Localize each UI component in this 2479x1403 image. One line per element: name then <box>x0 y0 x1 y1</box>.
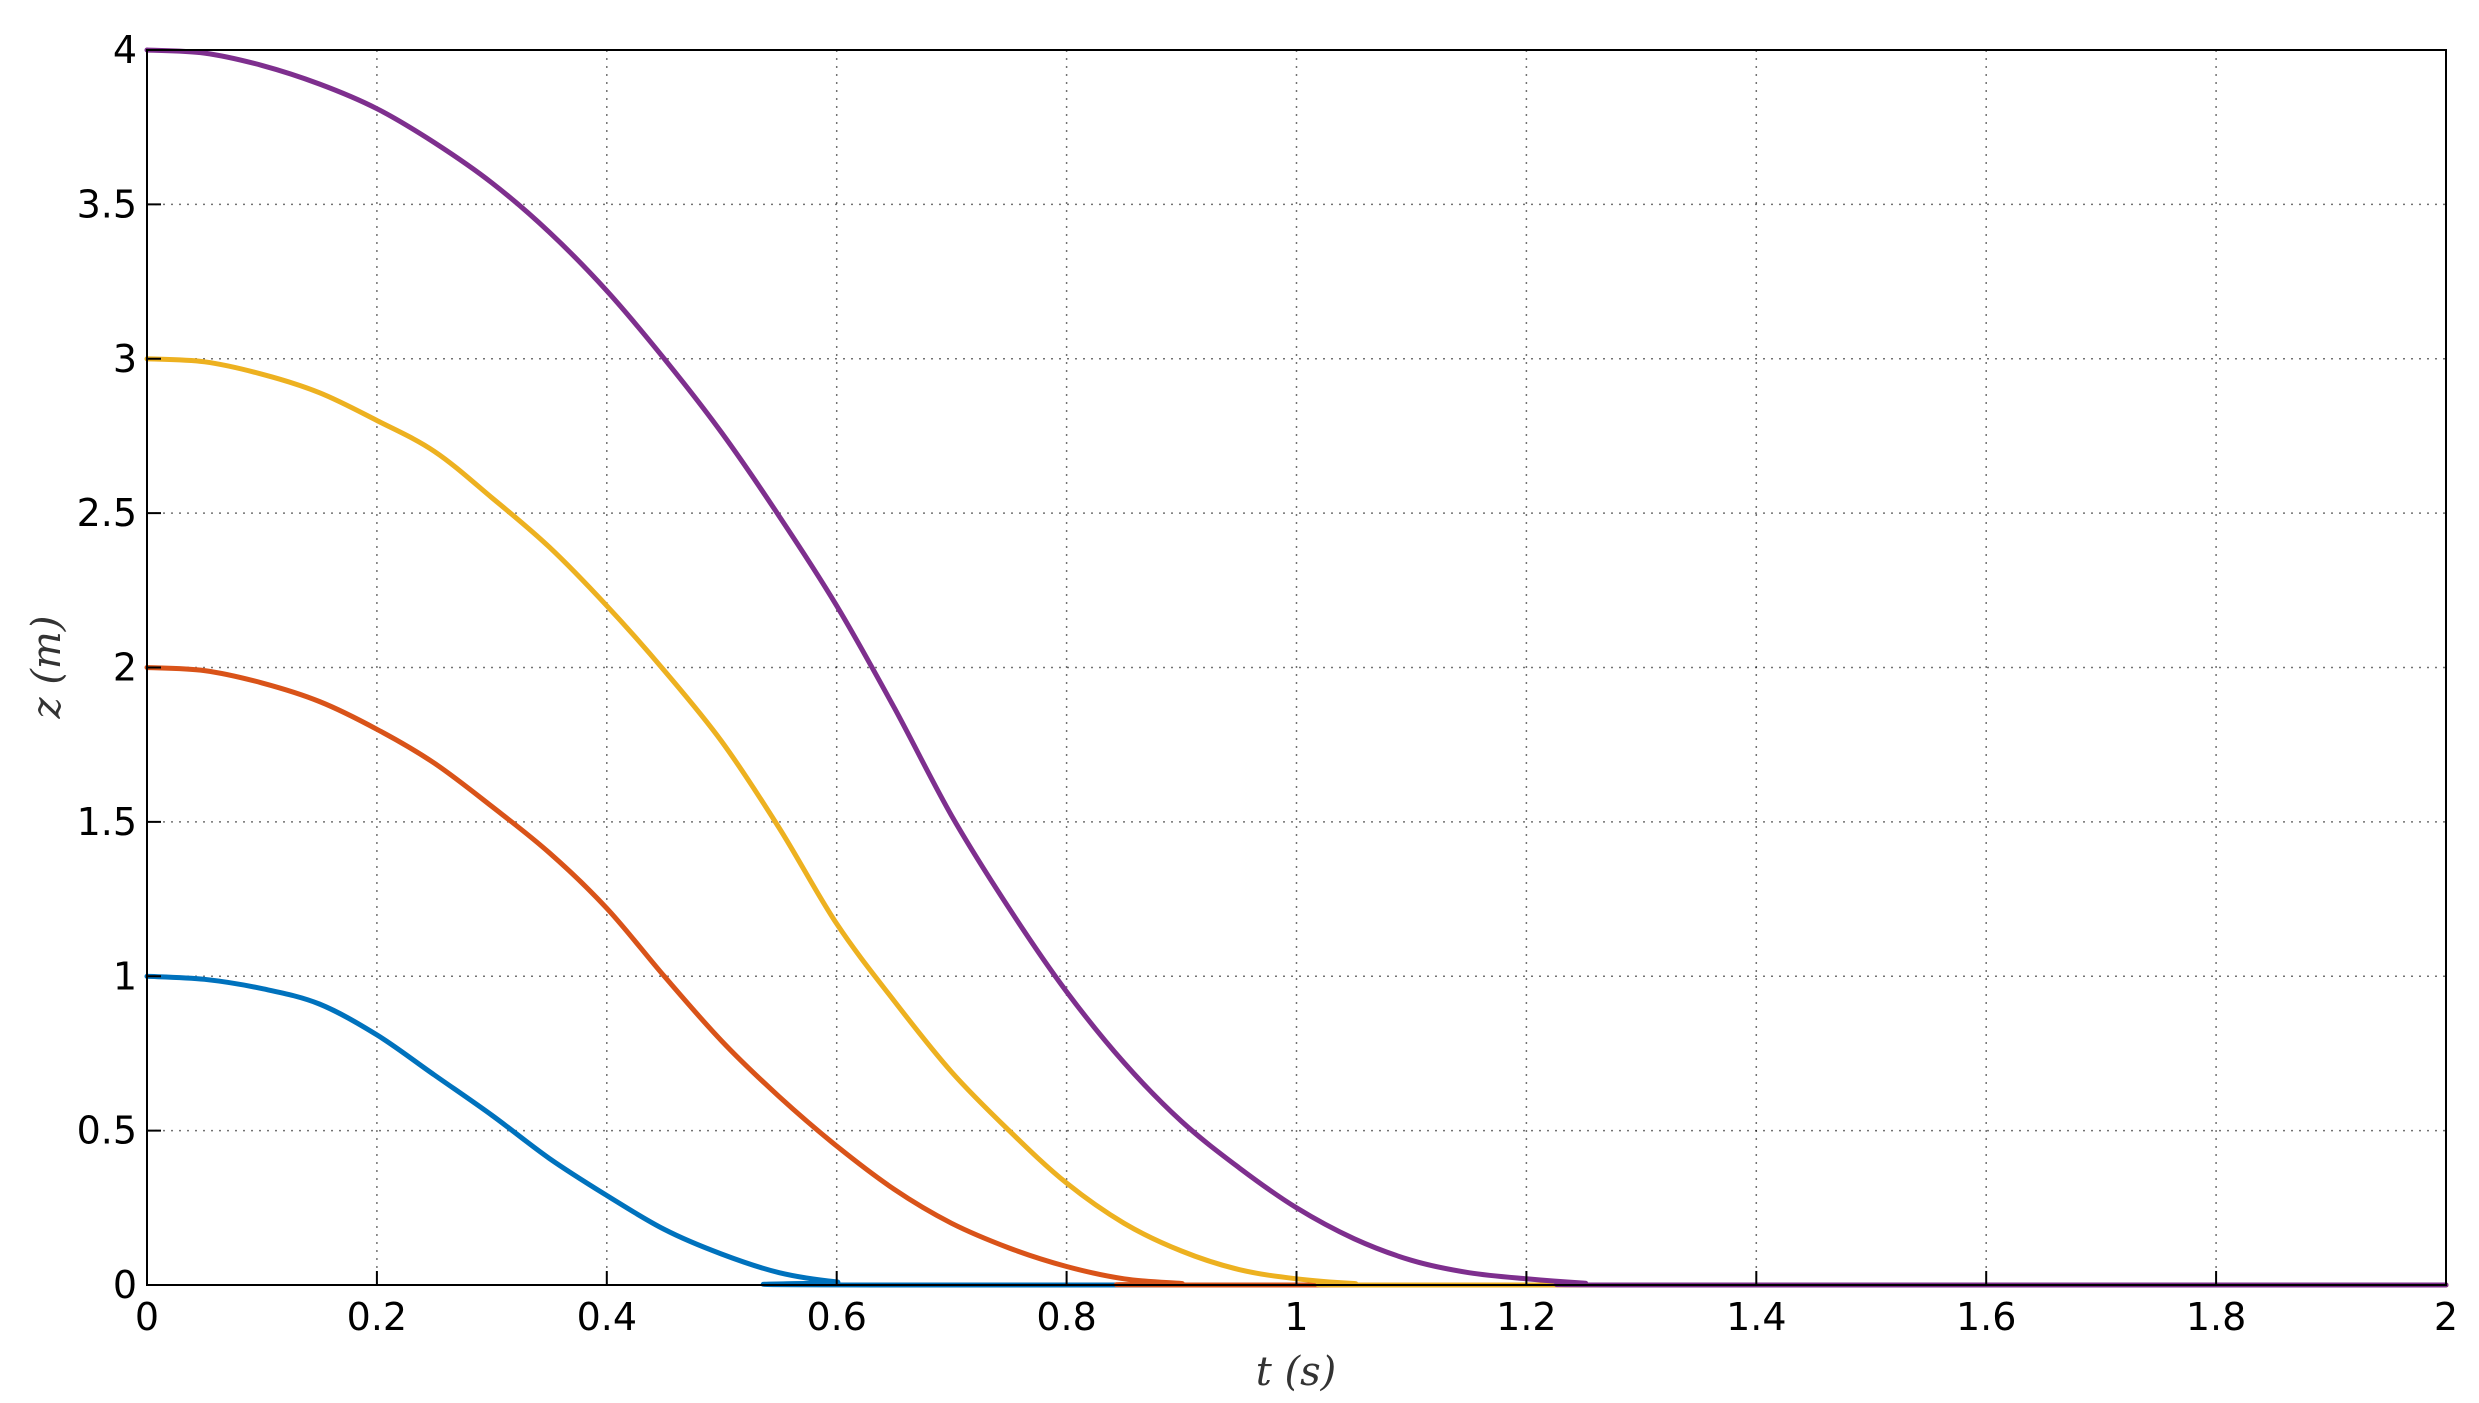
x-tick-label: 1.4 <box>1726 1295 1786 1339</box>
x-axis-label: t (s) <box>1256 1349 1337 1395</box>
y-tick-label: 0.5 <box>77 1109 137 1153</box>
series-line-4 <box>144 47 2449 1288</box>
x-tick-label: 2 <box>2434 1295 2458 1339</box>
y-tick-label: 1.5 <box>77 800 137 844</box>
y-axis-label: z (m) <box>24 616 70 720</box>
y-tick-label: 3.5 <box>77 182 137 226</box>
y-tick-label: 4 <box>113 28 137 72</box>
y-tick-label: 2 <box>113 646 137 690</box>
x-tick-label: 1.2 <box>1496 1295 1556 1339</box>
x-tick-label: 0.4 <box>577 1295 637 1339</box>
x-tick-label: 1.8 <box>2186 1295 2246 1339</box>
x-tick-label: 0 <box>135 1295 159 1339</box>
x-tick-label: 0.2 <box>347 1295 407 1339</box>
grid <box>147 50 2446 1285</box>
y-tick-label: 2.5 <box>77 491 137 535</box>
y-tick-label: 1 <box>113 954 137 998</box>
y-tick-label: 0 <box>113 1263 137 1307</box>
x-tick-label: 0.8 <box>1036 1295 1096 1339</box>
x-tick-label: 1 <box>1284 1295 1308 1339</box>
y-tick-label: 3 <box>113 337 137 381</box>
tick-labels: 0 0.2 0.4 0.6 0.8 1 1.2 1.4 1.6 1.8 2 0 0.5 1 1.5 2 2.5 3… <box>77 28 2459 1339</box>
x-tick-label: 1.6 <box>1956 1295 2016 1339</box>
x-tick-label: 0.6 <box>806 1295 866 1339</box>
